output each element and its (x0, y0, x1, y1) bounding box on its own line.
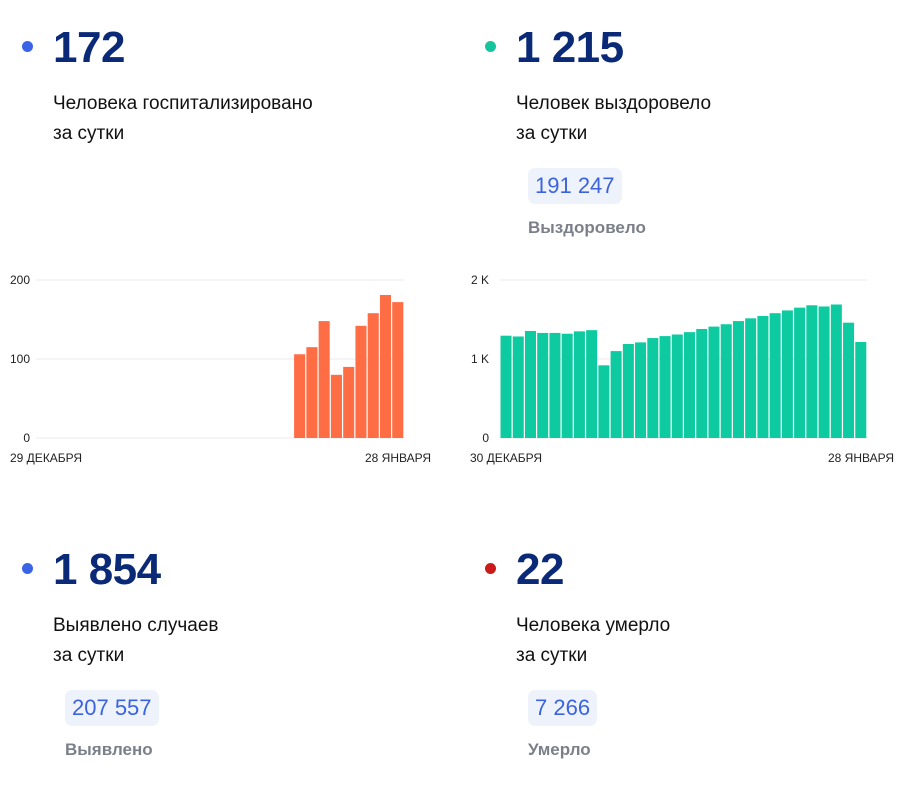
bar (598, 365, 610, 438)
x-start-label: 29 ДЕКАБРЯ (10, 451, 82, 465)
bar (343, 366, 355, 438)
bar (684, 332, 696, 438)
cases-description: Выявлено случаев за сутки (53, 611, 218, 671)
hospitalized-value: 172 (53, 23, 125, 72)
bar (635, 342, 647, 438)
cases-value: 1 854 (53, 545, 161, 594)
hospitalized-desc-line2: за сутки (53, 123, 125, 144)
deaths-value: 22 (516, 545, 564, 594)
bar (392, 302, 404, 438)
recovered-total-badge: 191 247 (528, 168, 622, 204)
cases-dot (22, 563, 33, 574)
hospitalized-bar-chart: 0 100 200 29 ДЕКАБРЯ 28 ЯНВАРЯ (10, 273, 431, 465)
deaths-total-badge: 7 266 (528, 690, 598, 726)
bar (671, 334, 683, 438)
cases-desc-line1: Выявлено случаев (53, 615, 219, 636)
bar (794, 307, 806, 438)
bar (355, 325, 367, 438)
bar (367, 313, 379, 438)
x-end-label: 28 ЯНВАРЯ (365, 451, 431, 465)
bar (379, 295, 392, 438)
deaths-dot (485, 563, 496, 574)
bar (622, 343, 634, 438)
bar (806, 305, 818, 438)
bar (573, 331, 585, 438)
cases-total-label: Выявлено (65, 740, 153, 759)
bar (512, 336, 524, 438)
y-tick-label: 0 (23, 431, 30, 445)
bar (586, 330, 598, 438)
bar (561, 333, 573, 438)
hospitalized-description: Человека госпитализировано за сутки (53, 89, 313, 149)
bar (830, 304, 842, 438)
y-tick-label: 2 K (471, 273, 489, 287)
y-tick-label: 0 (482, 431, 489, 445)
x-start-label: 30 ДЕКАБРЯ (470, 451, 542, 465)
y-tick-label: 100 (10, 352, 30, 366)
bar (659, 336, 671, 438)
deaths-total-label: Умерло (528, 740, 591, 759)
bar (294, 354, 306, 438)
recovered-value: 1 215 (516, 23, 624, 72)
recovered-description: Человек выздоровело за сутки (516, 89, 711, 149)
bar (610, 351, 622, 438)
cases-total-badge: 207 557 (65, 690, 159, 726)
recovered-desc-line2: за сутки (516, 123, 588, 144)
y-tick-label: 1 K (471, 352, 489, 366)
bar (843, 322, 855, 438)
bar (524, 330, 536, 438)
bar (708, 326, 720, 438)
bar (720, 324, 732, 438)
hospitalized-desc-line1: Человека госпитализировано (53, 93, 313, 114)
bar (745, 318, 757, 438)
recovered-bar-chart: 0 1 K 2 K 30 ДЕКАБРЯ 28 ЯНВАРЯ (470, 273, 894, 465)
y-tick-label: 200 (10, 273, 30, 287)
bar (732, 321, 744, 438)
deaths-desc-line2: за сутки (516, 645, 588, 666)
cases-desc-line2: за сутки (53, 645, 125, 666)
bar (306, 347, 318, 438)
bar (537, 332, 549, 438)
recovered-total-label: Выздоровело (528, 218, 646, 237)
bar (318, 321, 330, 438)
bar (330, 374, 342, 438)
bar (757, 315, 769, 438)
hospitalized-dot (22, 41, 33, 52)
bar (855, 342, 867, 438)
x-end-label: 28 ЯНВАРЯ (828, 451, 894, 465)
recovered-desc-line1: Человек выздоровело (516, 93, 712, 114)
bar (818, 306, 830, 438)
bar (781, 310, 793, 438)
bar (549, 332, 561, 438)
deaths-desc-line1: Человека умерло (516, 615, 671, 636)
deaths-description: Человека умерло за сутки (516, 611, 670, 671)
bar (696, 328, 708, 438)
bar (769, 313, 781, 438)
bar (500, 335, 512, 438)
bar (647, 338, 659, 438)
recovered-dot (485, 41, 496, 52)
